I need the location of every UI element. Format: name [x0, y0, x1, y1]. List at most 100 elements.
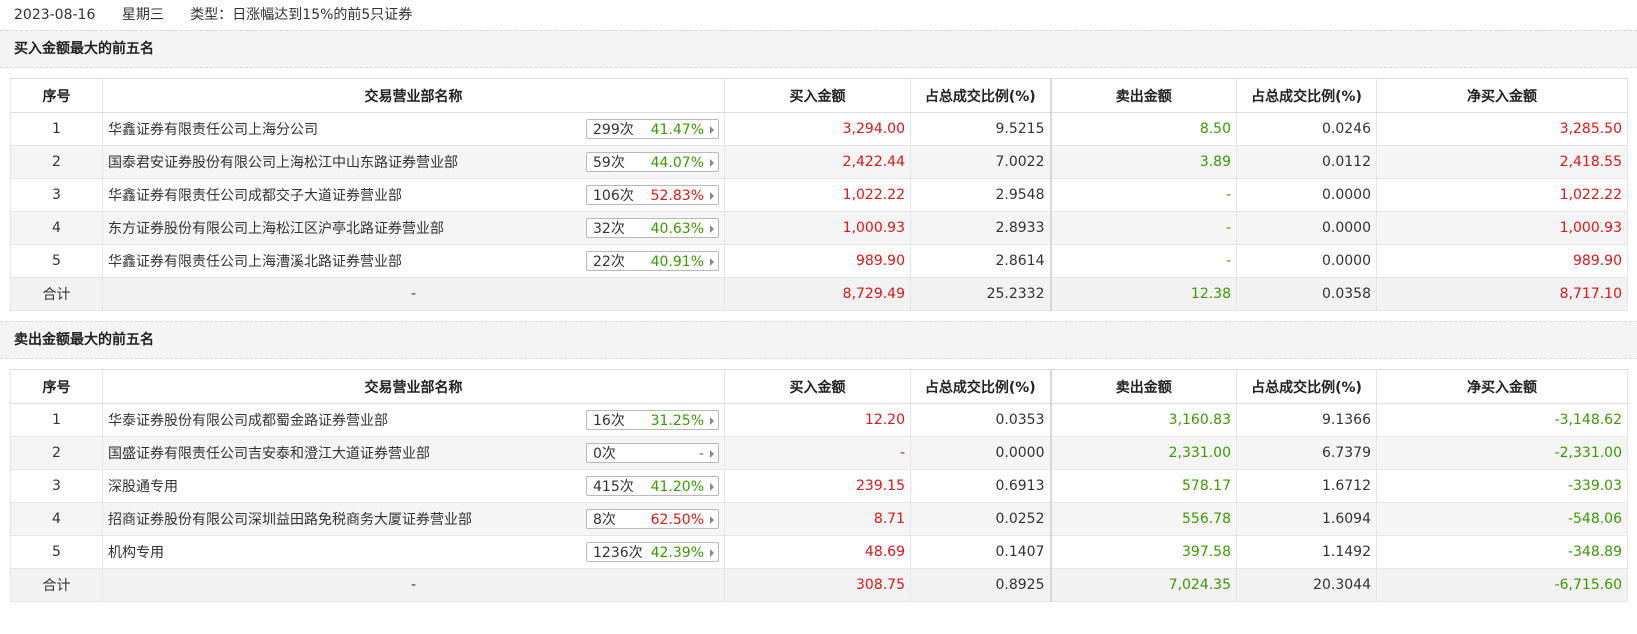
broker-name-cell: 华泰证券股份有限公司成都蜀金路证券营业部 16次 31.25%	[102, 403, 725, 437]
buy-amount: 1,022.22	[724, 178, 911, 212]
appearance-count: 415次	[593, 479, 634, 495]
sell-ratio: 0.0000	[1236, 211, 1377, 245]
sell-top5-table: 序号 交易营业部名称 买入金额 占总成交比例(%) 卖出金额 占总成交比例(%)…	[10, 369, 1628, 602]
sell-amount: 3.89	[1050, 145, 1237, 179]
broker-stats-button[interactable]: 22次 40.91%	[586, 251, 719, 271]
broker-name-link[interactable]: 深股通专用	[108, 479, 178, 495]
win-rate: -	[698, 446, 704, 462]
sell-amount: 578.17	[1050, 469, 1237, 503]
table-row: 2 国泰君安证券股份有限公司上海松江中山东路证券营业部 59次 44.07% 2,422…	[10, 145, 1628, 179]
broker-name-cell: 深股通专用 415次 41.20%	[102, 469, 725, 503]
col-name: 交易营业部名称	[102, 369, 725, 404]
broker-name-link[interactable]: 机构专用	[108, 545, 164, 561]
broker-name-cell: 华鑫证券有限责任公司上海分公司 299次 41.47%	[102, 112, 725, 146]
appearance-count: 32次	[593, 221, 625, 237]
sell-ratio: 1.1492	[1236, 535, 1377, 569]
col-seq: 序号	[10, 369, 103, 404]
chevron-right-icon	[710, 258, 714, 266]
broker-stats-button[interactable]: 59次 44.07%	[586, 152, 719, 172]
appearance-count: 299次	[593, 122, 634, 138]
col-net: 净买入金额	[1376, 78, 1628, 113]
broker-name-link[interactable]: 华鑫证券有限责任公司成都交子大道证券营业部	[108, 188, 402, 204]
col-buy-pct: 占总成交比例(%)	[910, 369, 1052, 404]
broker-stats-button[interactable]: 0次 -	[586, 443, 719, 463]
win-rate: 44.07%	[650, 155, 704, 171]
broker-stats-button[interactable]: 16次 31.25%	[586, 410, 719, 430]
total-sell-amount: 12.38	[1050, 277, 1237, 311]
sell-ratio: 1.6094	[1236, 502, 1377, 536]
chevron-right-icon	[710, 516, 714, 524]
row-seq: 4	[10, 502, 103, 536]
buy-ratio: 0.1407	[910, 535, 1052, 569]
broker-name-link[interactable]: 华鑫证券有限责任公司上海漕溪北路证券营业部	[108, 254, 402, 270]
chevron-right-icon	[710, 159, 714, 167]
col-buy-pct: 占总成交比例(%)	[910, 78, 1052, 113]
chevron-right-icon	[710, 417, 714, 425]
total-buy-ratio: 0.8925	[910, 568, 1052, 602]
total-sell-amount: 7,024.35	[1050, 568, 1237, 602]
win-rate: 41.20%	[650, 479, 704, 495]
chevron-right-icon	[710, 192, 714, 200]
table-row: 2 国盛证券有限责任公司吉安泰和澄江大道证券营业部 0次 - -0.0000 2,331.…	[10, 436, 1628, 470]
sell-ratio: 0.0000	[1236, 178, 1377, 212]
sell-ratio: 9.1366	[1236, 403, 1377, 437]
broker-stats-button[interactable]: 299次 41.47%	[586, 119, 719, 139]
table-row: 3 华鑫证券有限责任公司成都交子大道证券营业部 106次 52.83% 1,022.22…	[10, 178, 1628, 212]
net-buy-amount: -339.03	[1376, 469, 1628, 503]
buy-ratio: 2.8614	[910, 244, 1052, 278]
table-header-row: 序号 交易营业部名称 买入金额 占总成交比例(%) 卖出金额 占总成交比例(%)…	[10, 369, 1628, 404]
net-buy-amount: 3,285.50	[1376, 112, 1628, 146]
broker-name-cell: 机构专用 1236次 42.39%	[102, 535, 725, 569]
broker-stats-button[interactable]: 8次 62.50%	[586, 509, 719, 529]
win-rate: 41.47%	[650, 122, 704, 138]
table-row: 1 华泰证券股份有限公司成都蜀金路证券营业部 16次 31.25% 12.20 0.035…	[10, 403, 1628, 437]
net-buy-amount: 2,418.55	[1376, 145, 1628, 179]
table-row: 3 深股通专用 415次 41.20% 239.15 0.6913 578.17 1.6712…	[10, 469, 1628, 503]
type-label: 类型：日涨幅达到15%的前5只证券	[190, 7, 413, 23]
broker-name-link[interactable]: 华泰证券股份有限公司成都蜀金路证券营业部	[108, 413, 388, 429]
row-seq: 1	[10, 112, 103, 146]
total-name: -	[102, 568, 725, 602]
buy-amount: -	[724, 436, 911, 470]
broker-stats-button[interactable]: 1236次 42.39%	[586, 542, 719, 562]
total-buy-amount: 308.75	[724, 568, 911, 602]
net-buy-amount: -348.89	[1376, 535, 1628, 569]
col-net: 净买入金额	[1376, 369, 1628, 404]
total-row: 合计 -308.75 0.8925 7,024.35 20.3044 -6,715.60	[10, 568, 1628, 602]
sell-amount: 556.78	[1050, 502, 1237, 536]
row-seq: 3	[10, 469, 103, 503]
buy-amount: 48.69	[724, 535, 911, 569]
broker-name-link[interactable]: 华鑫证券有限责任公司上海分公司	[108, 122, 318, 138]
sell-ratio: 1.6712	[1236, 469, 1377, 503]
total-sell-ratio: 0.0358	[1236, 277, 1377, 311]
total-buy-ratio: 25.2332	[910, 277, 1052, 311]
broker-name-cell: 国泰君安证券股份有限公司上海松江中山东路证券营业部 59次 44.07%	[102, 145, 725, 179]
buy-ratio: 0.0353	[910, 403, 1052, 437]
buy-ratio: 2.9548	[910, 178, 1052, 212]
buy-amount: 989.90	[724, 244, 911, 278]
chevron-right-icon	[710, 549, 714, 557]
broker-name-link[interactable]: 东方证券股份有限公司上海松江区沪亭北路证券营业部	[108, 221, 444, 237]
broker-stats-button[interactable]: 106次 52.83%	[586, 185, 719, 205]
table-row: 5 华鑫证券有限责任公司上海漕溪北路证券营业部 22次 40.91% 989.90 2.8…	[10, 244, 1628, 278]
appearance-count: 22次	[593, 254, 625, 270]
broker-name-link[interactable]: 国盛证券有限责任公司吉安泰和澄江大道证券营业部	[108, 446, 430, 462]
col-seq: 序号	[10, 78, 103, 113]
broker-name-cell: 东方证券股份有限公司上海松江区沪亭北路证券营业部 32次 40.63%	[102, 211, 725, 245]
broker-name-link[interactable]: 招商证券股份有限公司深圳益田路免税商务大厦证券营业部	[108, 512, 472, 528]
sell-ratio: 0.0246	[1236, 112, 1377, 146]
sell-amount: 3,160.83	[1050, 403, 1237, 437]
win-rate: 52.83%	[650, 188, 704, 204]
broker-stats-button[interactable]: 32次 40.63%	[586, 218, 719, 238]
sell-amount: 2,331.00	[1050, 436, 1237, 470]
net-buy-amount: -2,331.00	[1376, 436, 1628, 470]
appearance-count: 1236次	[593, 545, 643, 561]
table-row: 4 东方证券股份有限公司上海松江区沪亭北路证券营业部 32次 40.63% 1,000.…	[10, 211, 1628, 245]
win-rate: 40.63%	[650, 221, 704, 237]
row-seq: 1	[10, 403, 103, 437]
buy-amount: 12.20	[724, 403, 911, 437]
buy-amount: 239.15	[724, 469, 911, 503]
broker-name-link[interactable]: 国泰君安证券股份有限公司上海松江中山东路证券营业部	[108, 155, 458, 171]
chevron-right-icon	[710, 483, 714, 491]
broker-stats-button[interactable]: 415次 41.20%	[586, 476, 719, 496]
